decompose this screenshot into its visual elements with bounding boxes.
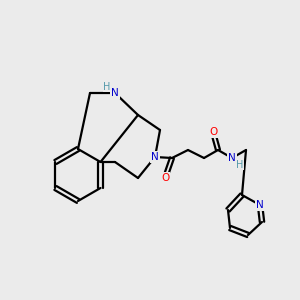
Text: N: N [151,152,159,162]
Text: N: N [256,200,264,210]
Text: O: O [209,127,217,137]
Text: N: N [228,153,236,163]
Text: H: H [103,82,111,92]
Text: N: N [111,88,119,98]
Text: H: H [236,160,244,170]
Text: O: O [161,173,169,183]
